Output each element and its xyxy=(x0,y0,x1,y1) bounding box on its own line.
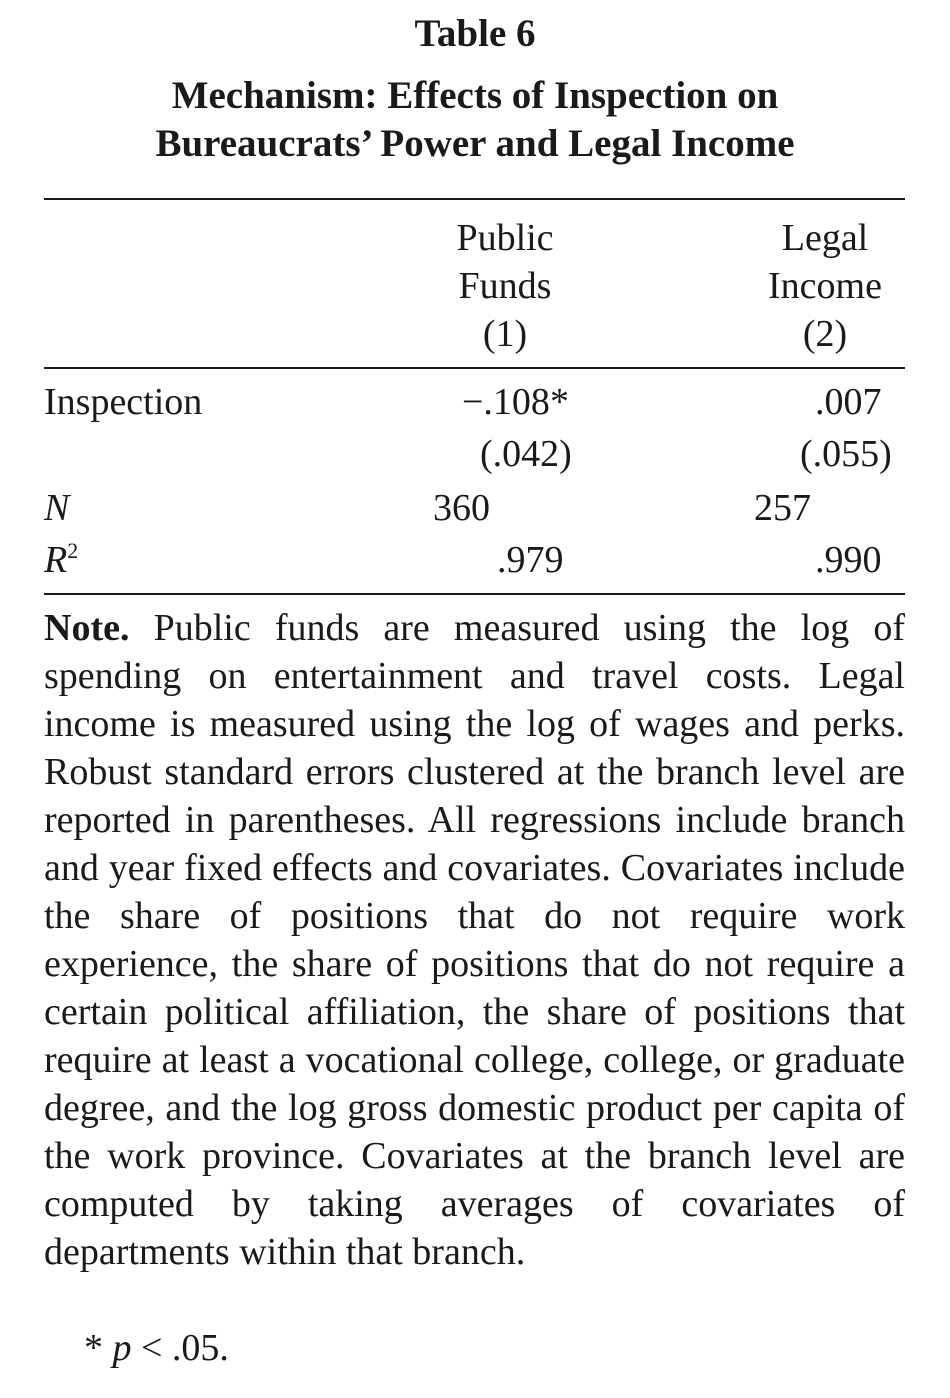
column-header-legal-income: Legal Income (2) xyxy=(720,214,930,358)
note-lead: Note. xyxy=(44,607,130,649)
inspection-legal-income-coefficient: .007 xyxy=(815,381,882,423)
table-title-line-2: Bureaucrats’ Power and Legal Income xyxy=(155,122,795,165)
significance-threshold: < .05. xyxy=(141,1327,229,1369)
column-header-line-2: Funds xyxy=(458,265,552,307)
column-header-public-funds: Public Funds (1) xyxy=(400,214,610,358)
column-number: (1) xyxy=(482,313,528,355)
significance-star: * xyxy=(549,381,569,423)
row-label-r-squared: R2 xyxy=(44,536,78,584)
r-squared-public-funds: .979 xyxy=(497,539,564,581)
row-label-n: N xyxy=(44,487,70,529)
inspection-public-funds-coefficient: −.108* xyxy=(462,378,569,426)
table-title-line-1: Mechanism: Effects of Inspection on xyxy=(171,74,779,117)
coefficient-value: −.108 xyxy=(462,381,550,423)
column-number: (2) xyxy=(802,313,848,355)
column-header-line-2: Income xyxy=(768,265,882,307)
column-header-line-1: Public xyxy=(456,217,554,259)
n-legal-income: 257 xyxy=(754,487,811,529)
header-rule xyxy=(44,367,905,369)
significance-note: * p < .05. xyxy=(84,1324,229,1372)
n-public-funds: 360 xyxy=(433,487,490,529)
inspection-legal-income-se: (.055) xyxy=(800,433,892,475)
table-note: Note. Public funds are measured using th… xyxy=(44,604,905,1276)
column-header-line-1: Legal xyxy=(781,217,869,259)
r-squared-symbol: R xyxy=(44,539,68,581)
note-text: Public funds are measured using the log … xyxy=(44,607,905,1273)
bottom-rule xyxy=(44,593,905,595)
r-squared-exponent: 2 xyxy=(67,538,79,563)
table-label: Table 6 xyxy=(414,12,536,55)
inspection-public-funds-se: (.042) xyxy=(480,433,572,475)
top-rule xyxy=(44,198,905,200)
row-label-inspection: Inspection xyxy=(44,381,203,423)
significance-star: * xyxy=(84,1327,103,1369)
table-title: Mechanism: Effects of Inspection on Bure… xyxy=(60,72,890,168)
r-squared-legal-income: .990 xyxy=(815,539,882,581)
p-value-symbol: p xyxy=(112,1327,132,1369)
